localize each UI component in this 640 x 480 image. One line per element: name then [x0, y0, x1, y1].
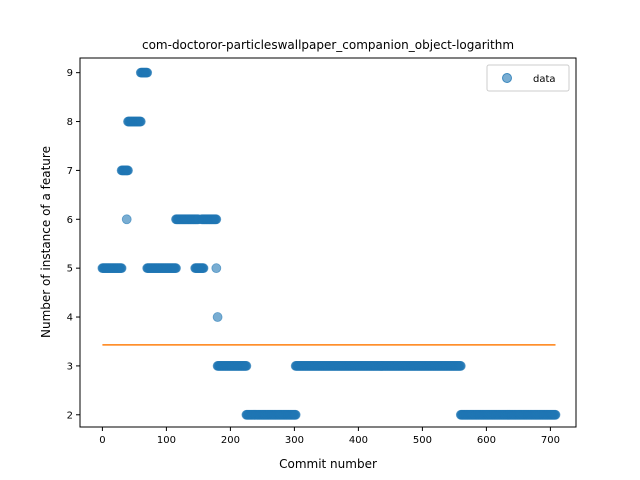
y-tick-label: 6	[67, 215, 73, 226]
legend-label-data: data	[533, 74, 556, 85]
y-tick-label: 8	[67, 117, 73, 128]
y-tick-label: 4	[67, 313, 73, 324]
data-point	[142, 67, 153, 78]
data-point	[171, 263, 181, 274]
x-axis-ticks: 0 100 200 300 400 500 600 700	[99, 427, 560, 446]
legend: data	[486, 64, 570, 92]
x-tick-label: 0	[99, 435, 105, 446]
data-point	[135, 116, 146, 127]
chart-title: com-doctoror-particleswallpaper_companio…	[142, 38, 514, 52]
data-point	[550, 409, 561, 420]
x-tick-label: 100	[157, 435, 176, 446]
y-tick-label: 5	[67, 264, 73, 275]
data-point	[116, 263, 127, 274]
x-axis-label: Commit number	[279, 457, 377, 471]
y-tick-label: 7	[67, 166, 73, 177]
data-point	[455, 361, 466, 371]
data-point	[121, 214, 132, 225]
data-point	[123, 165, 133, 176]
y-axis-ticks: 2 3 4 5 6 7 8 9	[67, 68, 80, 421]
y-tick-label: 2	[67, 410, 73, 421]
legend-box	[486, 64, 570, 92]
x-tick-label: 400	[349, 435, 368, 446]
data-point	[290, 409, 301, 420]
x-tick-label: 600	[477, 435, 496, 446]
y-axis-label: Number of instance of a feature	[39, 146, 53, 338]
axes-frame	[79, 57, 577, 428]
data-point	[198, 263, 209, 274]
x-tick-label: 500	[413, 435, 432, 446]
y-tick-label: 3	[67, 361, 73, 372]
data-point	[241, 361, 252, 371]
y-tick-label: 9	[67, 68, 73, 79]
data-point	[211, 263, 222, 274]
data-point	[212, 312, 223, 322]
x-tick-label: 200	[221, 435, 240, 446]
x-tick-label: 700	[541, 435, 560, 446]
plot-area	[97, 67, 561, 420]
x-tick-label: 300	[285, 435, 304, 446]
legend-marker-data	[502, 73, 512, 83]
data-point	[211, 214, 222, 225]
